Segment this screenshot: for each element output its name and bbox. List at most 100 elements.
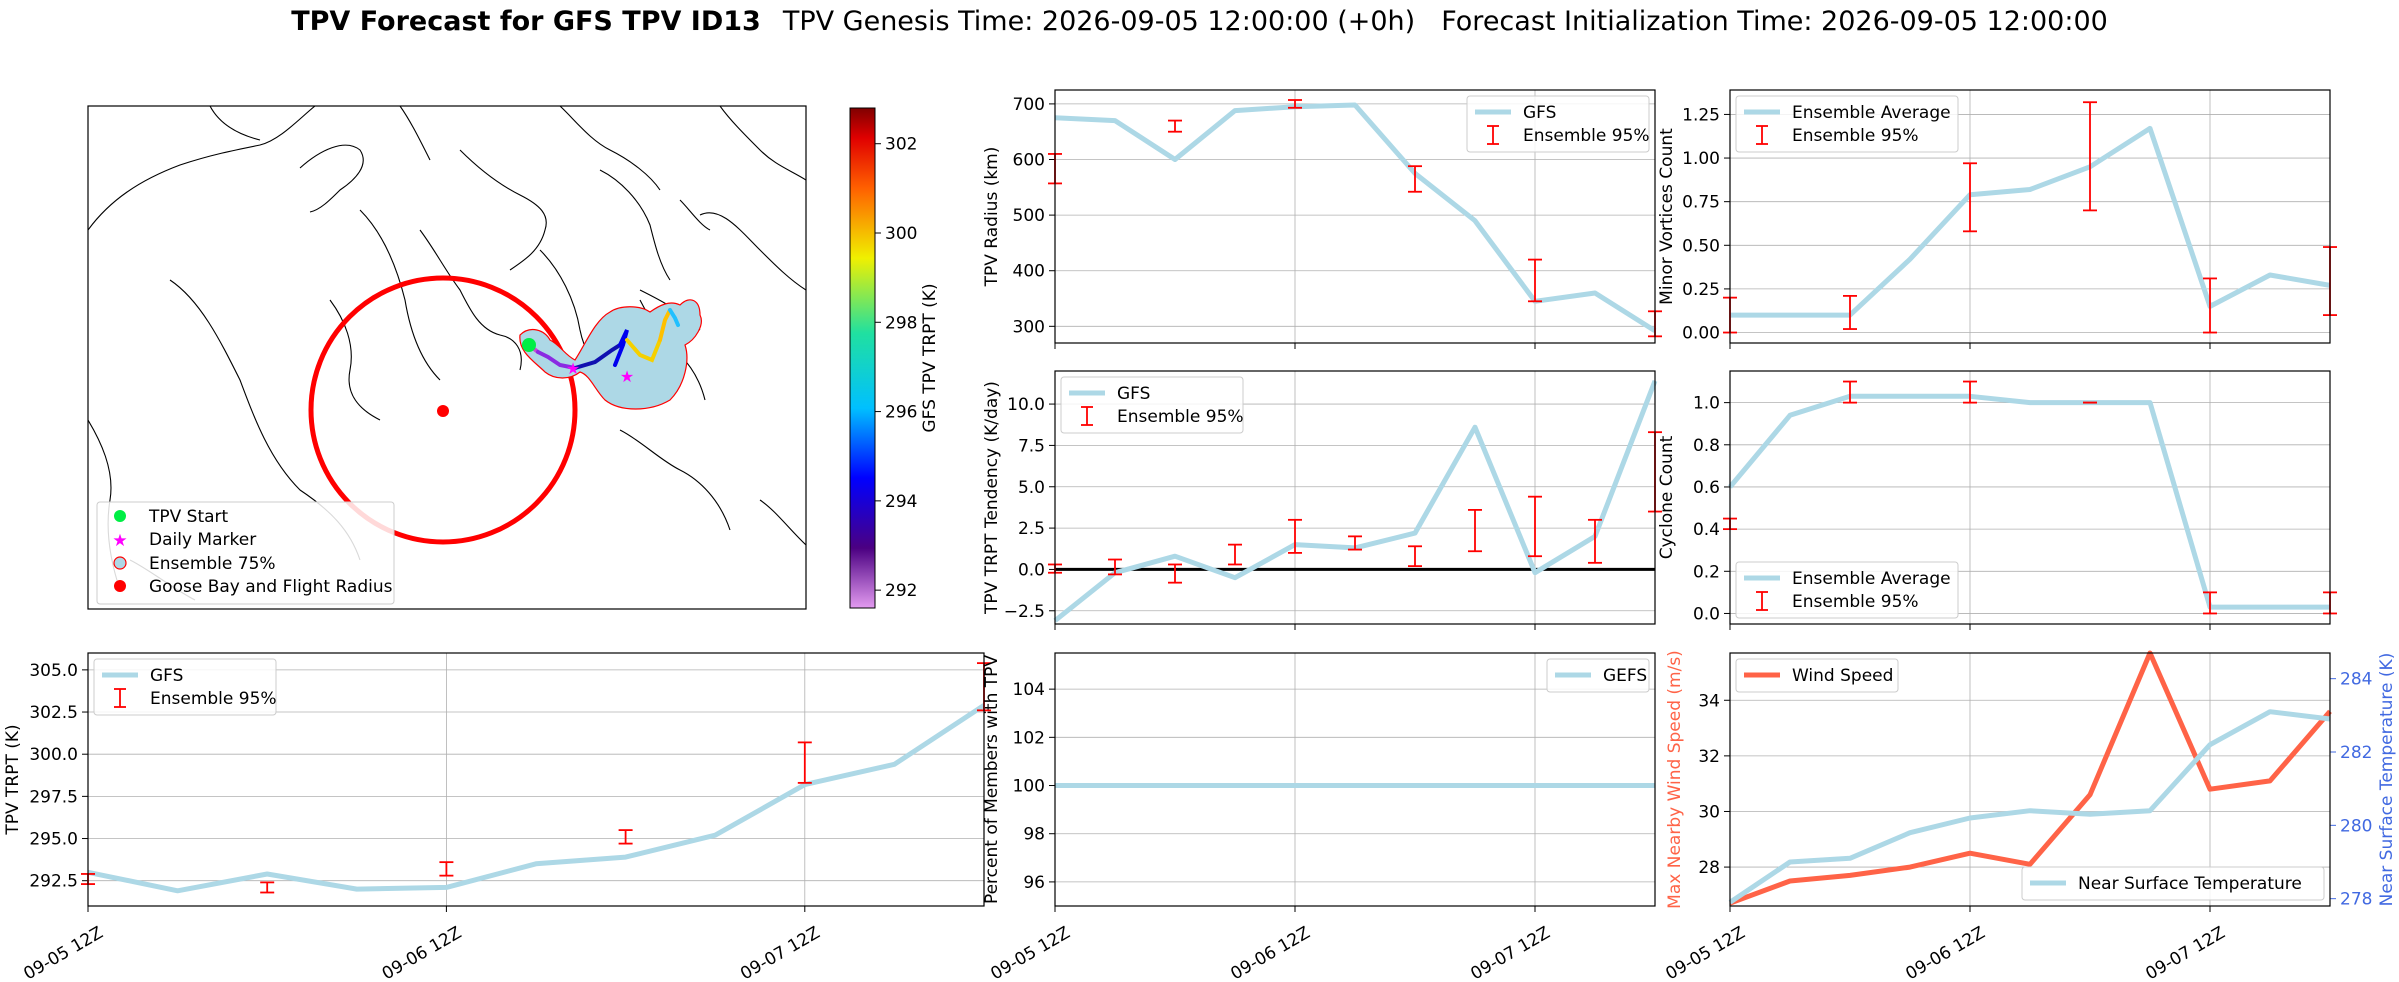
series-line bbox=[1728, 393, 2330, 610]
legend-daily-marker-icon: ★ bbox=[112, 531, 127, 551]
legend-label: Ensemble 95% bbox=[1117, 407, 1244, 427]
y-axis-label: TPV Radius (km) bbox=[982, 147, 1002, 288]
error-bar bbox=[1468, 509, 1482, 553]
y-tick-label: 302.5 bbox=[29, 703, 78, 723]
legend-label: Ensemble 95% bbox=[1792, 592, 1919, 612]
y-tick-label: 1.0 bbox=[1693, 394, 1720, 414]
y-tick-label: 300.0 bbox=[29, 745, 78, 765]
error-bar bbox=[1528, 258, 1542, 303]
daily-marker-2: ★ bbox=[620, 367, 634, 386]
error-bar bbox=[1288, 518, 1302, 554]
chart-cyclone: 0.0 0.2 0.4 0.6 0.8 1.0 Cyclone Count Ensemble … bbox=[1657, 370, 2337, 630]
chart-legend: GFS Ensemble 95% bbox=[93, 658, 277, 716]
y-tick-label: 34 bbox=[1698, 691, 1720, 711]
axes-frame bbox=[1054, 370, 1656, 625]
y-tick-label: 5.0 bbox=[1018, 478, 1045, 498]
y-tick-label: 0.2 bbox=[1693, 562, 1720, 582]
error-bar bbox=[1843, 380, 1857, 404]
error-bar bbox=[1963, 162, 1977, 233]
colorbar-label: GFS TPV TRPT (K) bbox=[920, 283, 940, 432]
error-bar bbox=[2203, 591, 2217, 615]
ensemble-75-area bbox=[519, 299, 702, 410]
error-bar bbox=[2083, 101, 2097, 212]
error-bar bbox=[1843, 294, 1857, 330]
chart-legend: GEFS bbox=[1546, 658, 1650, 693]
colorbar-tick-label: 298 bbox=[885, 313, 917, 333]
error-bar bbox=[1228, 543, 1242, 566]
chart-legend: GFS Ensemble 95% bbox=[1466, 95, 1650, 153]
y-tick-label: −2.5 bbox=[1004, 602, 1045, 622]
y-tick-label: 0.00 bbox=[1682, 324, 1720, 344]
tpv-start-marker bbox=[522, 338, 536, 352]
y2-tick-label: 280 bbox=[2340, 816, 2372, 836]
y-tick-label: 102 bbox=[1013, 728, 1045, 748]
error-bar bbox=[1168, 119, 1182, 133]
error-bar bbox=[1168, 563, 1182, 584]
y-tick-label: 1.00 bbox=[1682, 149, 1720, 169]
series-line bbox=[1728, 709, 2331, 905]
axes-frame bbox=[1054, 652, 1656, 907]
y-axis-label: TPV TRPT Tendency (K/day) bbox=[982, 381, 1002, 615]
map-legend: TPV Start ★ Daily Marker Ensemble 75% Go… bbox=[96, 501, 395, 605]
map-panel: ★ ★ TPV Start ★ Daily Marker Ensemble 75… bbox=[87, 105, 807, 610]
error-bar bbox=[1408, 545, 1422, 568]
colorbar-bar bbox=[849, 107, 876, 609]
legend-label: Ensemble 95% bbox=[1523, 126, 1650, 146]
legend-label: Ensemble 95% bbox=[150, 689, 277, 709]
x-tick-label: 09-07 12Z bbox=[1467, 923, 1553, 982]
y-tick-label: 28 bbox=[1698, 858, 1720, 878]
error-bar bbox=[2203, 277, 2217, 334]
legend-label: Ensemble 95% bbox=[1792, 126, 1919, 146]
y-tick-label: 0.75 bbox=[1682, 193, 1720, 213]
y-tick-label: 600 bbox=[1013, 151, 1045, 171]
y-tick-label: 0.4 bbox=[1693, 520, 1720, 540]
y-tick-label: 0.50 bbox=[1682, 236, 1720, 256]
y-tick-label: 96 bbox=[1023, 873, 1045, 893]
error-bar bbox=[1108, 558, 1122, 576]
x-tick-label: 09-06 12Z bbox=[1227, 923, 1313, 982]
y-axis-label: Max Nearby Wind Speed (m/s) bbox=[1665, 650, 1685, 909]
y-tick-label: 98 bbox=[1023, 825, 1045, 845]
y-tick-label: 7.5 bbox=[1018, 436, 1045, 456]
plot-area bbox=[1055, 653, 1655, 906]
legend-label: Wind Speed bbox=[1792, 666, 1893, 686]
error-bar bbox=[1408, 165, 1422, 193]
y-tick-label: 10.0 bbox=[1007, 395, 1045, 415]
legend-label: GFS bbox=[1117, 384, 1150, 404]
x-tick-label: 09-06 12Z bbox=[1902, 923, 1988, 982]
legend-daily-marker: Daily Marker bbox=[149, 530, 256, 550]
y2-tick-label: 278 bbox=[2340, 890, 2372, 910]
daily-marker-1: ★ bbox=[566, 359, 580, 378]
legend-tpv-start-icon bbox=[114, 510, 126, 522]
figure-title: TPV Forecast for GFS TPV ID13 TPV Genesis… bbox=[0, 6, 2399, 37]
goose-bay-marker bbox=[437, 405, 449, 417]
y-tick-label: 400 bbox=[1013, 262, 1045, 282]
chart-legend: GFS Ensemble 95% bbox=[1060, 376, 1244, 434]
legend-ensemble-75: Ensemble 75% bbox=[149, 554, 276, 574]
axes-frame bbox=[1729, 652, 2331, 907]
y-tick-label: 0.25 bbox=[1682, 280, 1720, 300]
colorbar-tick-label: 296 bbox=[885, 403, 917, 423]
legend-label: GFS bbox=[1523, 103, 1556, 123]
error-bar bbox=[1348, 535, 1362, 551]
flight-radius-circle bbox=[308, 275, 578, 545]
legend-label: Ensemble Average bbox=[1792, 103, 1951, 123]
series-line bbox=[87, 703, 986, 894]
title-init: Forecast Initialization Time: 2026-09-05… bbox=[1441, 6, 2108, 37]
y-axis-label: Cyclone Count bbox=[1657, 435, 1677, 559]
legend-label: Ensemble Average bbox=[1792, 569, 1951, 589]
chart-legend: Ensemble Average Ensemble 95% bbox=[1735, 95, 1959, 153]
colorbar-tick-label: 292 bbox=[885, 581, 917, 601]
y-tick-label: 0.0 bbox=[1018, 560, 1045, 580]
series-line bbox=[1054, 102, 1657, 333]
legend-goose-bay: Goose Bay and Flight Radius bbox=[149, 577, 393, 597]
chart-percent: 09-05 12Z 09-06 12Z 09-07 12Z 96 98 100 102 104… bbox=[982, 652, 1656, 982]
legend-goose-bay-icon bbox=[114, 580, 126, 592]
axes-frame bbox=[1729, 370, 2331, 625]
chart-legend: Ensemble Average Ensemble 95% bbox=[1735, 561, 1959, 619]
chart-radius: 300 400 500 600 700 TPV Radius (km) GFS Ensembl… bbox=[982, 89, 1662, 349]
y-tick-label: 30 bbox=[1698, 802, 1720, 822]
y-tick-label: 0.6 bbox=[1693, 478, 1720, 498]
